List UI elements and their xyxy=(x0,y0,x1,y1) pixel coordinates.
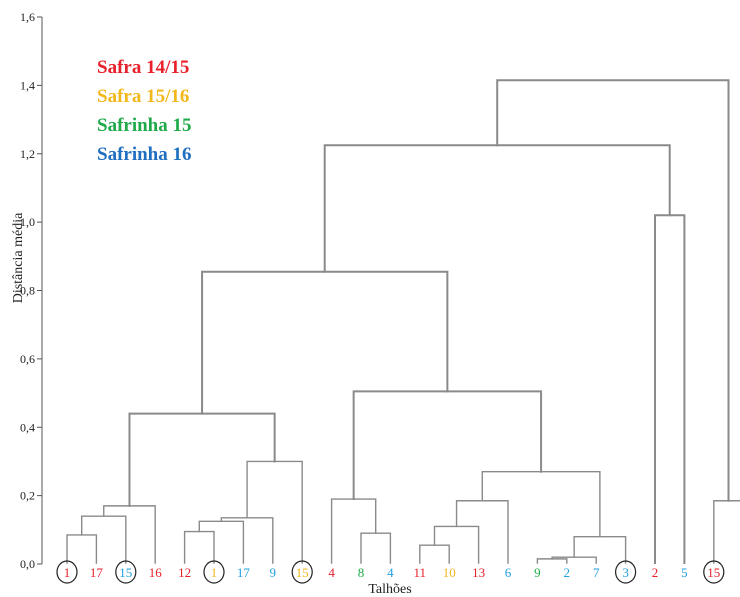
leaf-label: 11 xyxy=(414,565,427,580)
dendrogram-link xyxy=(198,520,245,564)
leaf-label: 2 xyxy=(652,565,659,580)
leaf-label: 15 xyxy=(296,565,309,580)
leaf-highlight-circle xyxy=(703,560,725,584)
leaf-highlight-circle xyxy=(203,560,225,584)
leaf-label: 9 xyxy=(270,565,277,580)
dendrogram-link xyxy=(481,470,601,538)
leaf-label: 1 xyxy=(64,565,71,580)
leaf-label: 9 xyxy=(534,565,541,580)
dendrogram-link xyxy=(654,214,686,564)
legend-entry: Safra 15/16 xyxy=(97,86,189,107)
dendrogram-link xyxy=(455,500,509,564)
dendrogram-link xyxy=(352,390,543,501)
y-tick-label: 0,0 xyxy=(20,557,35,571)
leaf-label: 4 xyxy=(328,565,335,580)
leaf-label: 15 xyxy=(707,565,720,580)
dendrogram-link xyxy=(220,517,274,564)
leaf-label: 6 xyxy=(505,565,512,580)
dendrogram-link xyxy=(183,530,215,564)
y-axis: 0,0 0,2 0,4 0,6 0,8 1,0 1,2 1,4 1,6 xyxy=(20,10,43,571)
legend: Safra 14/15 Safra 15/16 Safrinha 15 Safrinh… xyxy=(97,57,192,165)
y-tick-label: 1,0 xyxy=(20,215,35,229)
legend-entry: Safra 14/15 xyxy=(97,57,189,78)
dendrogram-link xyxy=(573,535,627,564)
legend-entry: Safrinha 16 xyxy=(97,144,192,165)
y-tick-label: 1,2 xyxy=(20,147,35,161)
dendrogram-link xyxy=(360,532,392,564)
dendrogram-link xyxy=(128,412,276,507)
legend-entry: Safrinha 15 xyxy=(97,115,192,136)
leaf-label: 13 xyxy=(472,565,485,580)
y-tick-label: 0,6 xyxy=(20,352,35,366)
leaf-label: 16 xyxy=(149,565,163,580)
y-tick-label: 0,8 xyxy=(20,284,35,298)
y-tick-label: 1,4 xyxy=(20,78,35,92)
dendrogram-link xyxy=(496,79,730,502)
dendrogram-link xyxy=(66,534,98,564)
leaf-highlight-circle xyxy=(291,560,313,584)
dendrogram-link xyxy=(103,505,156,564)
y-tick-label: 0,4 xyxy=(20,420,35,434)
dendrogram-link xyxy=(246,460,303,564)
leaf-label: 5 xyxy=(681,565,688,580)
y-tick-label: 1,6 xyxy=(20,10,35,24)
leaf-label: 3 xyxy=(622,565,629,580)
leaf-label: 17 xyxy=(237,565,251,580)
x-axis-title: Talhões xyxy=(368,582,411,597)
leaf-highlight-circle xyxy=(56,560,78,584)
dendrogram-link xyxy=(81,515,127,564)
leaf-label: 4 xyxy=(387,565,394,580)
leaf-highlight-circle xyxy=(115,560,137,584)
leaf-label: 15 xyxy=(119,565,132,580)
dendrogram-link xyxy=(323,144,671,273)
dendrogram-branches xyxy=(66,79,740,564)
leaf-highlight-circle xyxy=(614,560,637,584)
y-tick-label: 0,2 xyxy=(20,489,35,503)
y-axis-title: Distância média xyxy=(11,212,26,303)
leaf-label: 1 xyxy=(211,565,218,580)
leaf-labels: 1171516121179154841110136927325151 xyxy=(56,560,740,584)
leaf-label: 10 xyxy=(443,565,456,580)
dendrogram-link xyxy=(419,544,450,564)
leaf-label: 7 xyxy=(593,565,600,580)
leaf-label: 8 xyxy=(358,565,365,580)
dendrogram-link xyxy=(551,556,597,564)
leaf-label: 12 xyxy=(178,565,191,580)
leaf-label: 17 xyxy=(90,565,104,580)
dendrogram-link xyxy=(330,498,377,564)
dendrogram-link xyxy=(713,500,740,564)
leaf-label: 2 xyxy=(564,565,571,580)
